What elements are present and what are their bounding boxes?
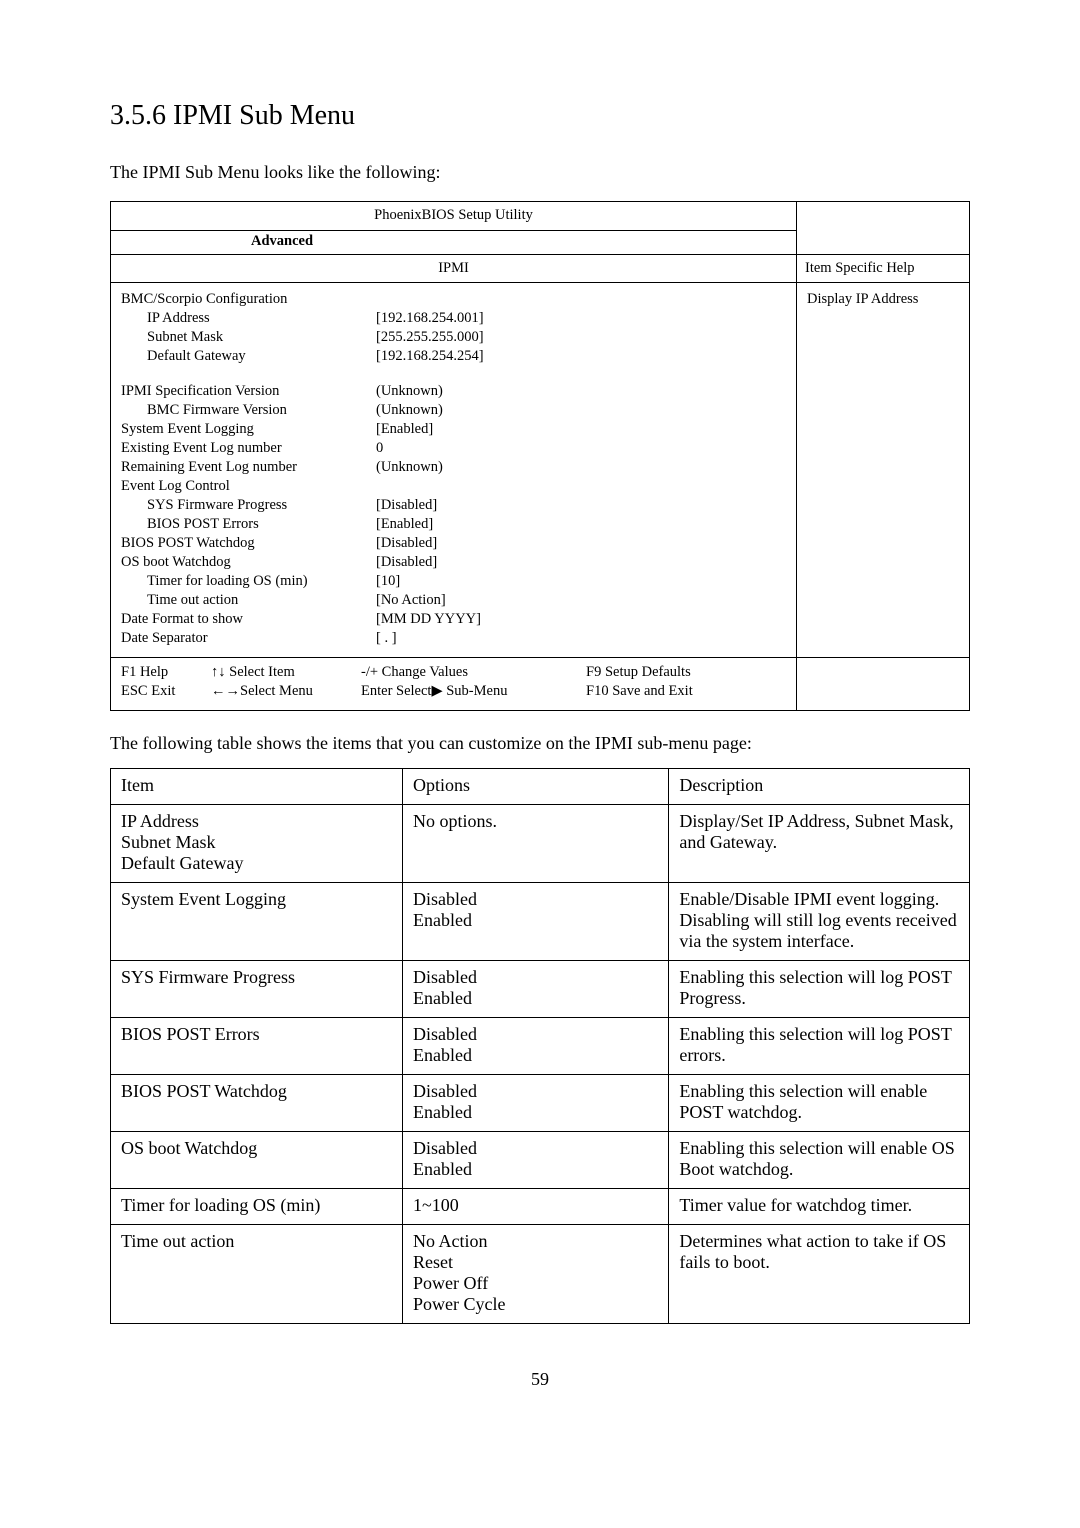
options-item-cell: IP Address Subnet Mask Default Gateway (111, 805, 403, 883)
options-item-cell: OS boot Watchdog (111, 1132, 403, 1189)
bios-setting-value: [Enabled] (376, 421, 786, 438)
bios-advanced-tab: Advanced (251, 233, 313, 250)
table-row: OS boot WatchdogDisabled EnabledEnabling… (111, 1132, 970, 1189)
intro-text: The IPMI Sub Menu looks like the followi… (110, 162, 970, 183)
options-desc-cell: Enabling this selection will log POST Pr… (669, 961, 970, 1018)
bios-setting-label: OS boot Watchdog (121, 554, 376, 571)
bios-screen-table: PhoenixBIOS Setup Utility Advanced IPMI … (110, 201, 970, 711)
options-options-cell: Disabled Enabled (403, 961, 669, 1018)
options-desc-cell: Enabling this selection will enable POST… (669, 1075, 970, 1132)
footer-change: -/+ Change Values (361, 664, 586, 681)
footer-select-item: ↑↓ Select Item (211, 664, 361, 681)
options-desc-cell: Enable/Disable IPMI event logging. Disab… (669, 883, 970, 961)
bios-footer: F1 Help ↑↓ Select Item -/+ Change Values… (121, 664, 786, 700)
bios-setting-value: [Disabled] (376, 554, 786, 571)
bios-setting-value: (Unknown) (376, 383, 786, 400)
options-options-cell: No Action Reset Power Off Power Cycle (403, 1225, 669, 1324)
options-header-options: Options (403, 769, 669, 805)
table-row: IP Address Subnet Mask Default GatewayNo… (111, 805, 970, 883)
options-desc-cell: Enabling this selection will enable OS B… (669, 1132, 970, 1189)
table-row: SYS Firmware ProgressDisabled EnabledEna… (111, 961, 970, 1018)
options-options-cell: Disabled Enabled (403, 1075, 669, 1132)
bios-section-label: IPMI (111, 255, 797, 283)
footer-enter: Enter Select▶ Sub-Menu (361, 683, 586, 700)
bios-setting-label: Timer for loading OS (min) (121, 573, 376, 590)
table-row: BIOS POST ErrorsDisabled EnabledEnabling… (111, 1018, 970, 1075)
bios-setting-label: Existing Event Log number (121, 440, 376, 457)
bios-setting-label: Date Separator (121, 630, 376, 647)
bios-setting-value: [No Action] (376, 592, 786, 609)
options-options-cell: No options. (403, 805, 669, 883)
options-options-cell: Disabled Enabled (403, 883, 669, 961)
bios-setting-label: BIOS POST Watchdog (121, 535, 376, 552)
table-row: BIOS POST WatchdogDisabled EnabledEnabli… (111, 1075, 970, 1132)
options-desc-cell: Display/Set IP Address, Subnet Mask, and… (669, 805, 970, 883)
bios-setting-value: [192.168.254.001] (376, 310, 786, 327)
options-table: Item Options Description IP Address Subn… (110, 768, 970, 1324)
bios-setting-value: [255.255.255.000] (376, 329, 786, 346)
bios-help-body: Display IP Address (797, 283, 970, 658)
options-desc-cell: Determines what action to take if OS fai… (669, 1225, 970, 1324)
options-options-cell: Disabled Enabled (403, 1018, 669, 1075)
bios-setting-value: [192.168.254.254] (376, 348, 786, 365)
bios-setting-value: [Disabled] (376, 535, 786, 552)
table-row: System Event LoggingDisabled EnabledEnab… (111, 883, 970, 961)
options-item-cell: System Event Logging (111, 883, 403, 961)
footer-esc: ESC Exit (121, 683, 211, 700)
bios-setting-label: System Event Logging (121, 421, 376, 438)
bios-setting-label: Default Gateway (121, 348, 376, 365)
footer-f9: F9 Setup Defaults (586, 664, 786, 681)
bios-setting-label: Remaining Event Log number (121, 459, 376, 476)
bios-setting-label: IP Address (121, 310, 376, 327)
options-item-cell: BIOS POST Errors (111, 1018, 403, 1075)
table-row: Time out actionNo Action Reset Power Off… (111, 1225, 970, 1324)
bios-setting-label: Time out action (121, 592, 376, 609)
bios-setting-label: BMC/Scorpio Configuration (121, 291, 376, 308)
bios-help-header: Item Specific Help (797, 255, 970, 283)
options-options-cell: 1~100 (403, 1189, 669, 1225)
options-item-cell: Timer for loading OS (min) (111, 1189, 403, 1225)
bios-setting-label: BMC Firmware Version (121, 402, 376, 419)
bios-setting-label: SYS Firmware Progress (121, 497, 376, 514)
bios-setting-value: (Unknown) (376, 402, 786, 419)
options-intro: The following table shows the items that… (110, 733, 970, 754)
table-row: Timer for loading OS (min)1~100Timer val… (111, 1189, 970, 1225)
bios-setting-value: [ . ] (376, 630, 786, 647)
options-desc-cell: Timer value for watchdog timer. (669, 1189, 970, 1225)
options-header-item: Item (111, 769, 403, 805)
options-header-desc: Description (669, 769, 970, 805)
bios-setting-label: IPMI Specification Version (121, 383, 376, 400)
bios-setting-value: [Disabled] (376, 497, 786, 514)
bios-setting-value: [10] (376, 573, 786, 590)
options-item-cell: SYS Firmware Progress (111, 961, 403, 1018)
options-item-cell: BIOS POST Watchdog (111, 1075, 403, 1132)
options-options-cell: Disabled Enabled (403, 1132, 669, 1189)
options-desc-cell: Enabling this selection will log POST er… (669, 1018, 970, 1075)
bios-setting-label: Event Log Control (121, 478, 376, 495)
bios-setting-label: Date Format to show (121, 611, 376, 628)
bios-setting-value: [MM DD YYYY] (376, 611, 786, 628)
options-item-cell: Time out action (111, 1225, 403, 1324)
bios-setting-label: Subnet Mask (121, 329, 376, 346)
bios-title: PhoenixBIOS Setup Utility (374, 207, 533, 224)
bios-setting-value: (Unknown) (376, 459, 786, 476)
footer-f10: F10 Save and Exit (586, 683, 786, 700)
footer-select-menu: ←→Select Menu (211, 683, 361, 700)
bios-setting-value (376, 478, 786, 495)
bios-setting-value: [Enabled] (376, 516, 786, 533)
bios-setting-value: 0 (376, 440, 786, 457)
page-number: 59 (110, 1369, 970, 1390)
footer-f1: F1 Help (121, 664, 211, 681)
section-heading: 3.5.6 IPMI Sub Menu (110, 100, 970, 132)
bios-setting-value (376, 291, 786, 308)
bios-settings-list: BMC/Scorpio ConfigurationIP Address[192.… (121, 291, 786, 647)
bios-setting-label: BIOS POST Errors (121, 516, 376, 533)
